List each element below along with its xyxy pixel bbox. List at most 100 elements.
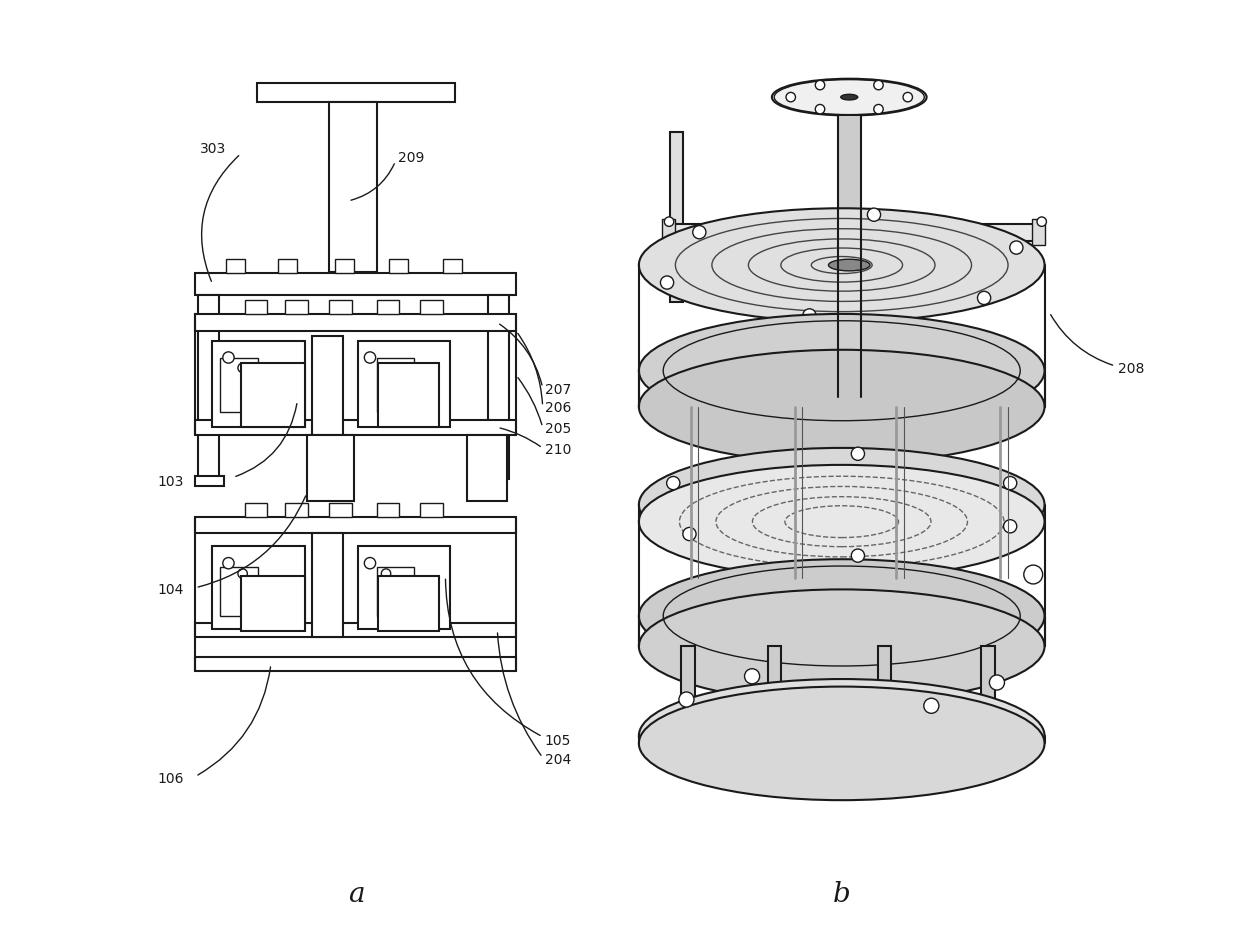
Text: 303: 303 [200, 142, 227, 156]
Bar [443, 259, 461, 272]
Ellipse shape [639, 589, 1044, 703]
Circle shape [924, 698, 939, 714]
Bar [878, 646, 890, 735]
Bar [981, 646, 994, 735]
Circle shape [990, 675, 1004, 690]
Circle shape [1003, 476, 1017, 490]
Bar [196, 476, 223, 486]
Text: 209: 209 [398, 152, 424, 165]
Text: 210: 210 [544, 443, 570, 457]
Bar [285, 300, 308, 314]
Text: a: a [347, 881, 365, 908]
Text: 204: 204 [544, 754, 570, 768]
Bar [681, 646, 694, 735]
Bar [838, 116, 861, 397]
Ellipse shape [639, 208, 1044, 322]
Text: 205: 205 [544, 422, 570, 437]
Circle shape [238, 568, 247, 578]
Bar [389, 259, 408, 272]
Ellipse shape [639, 559, 1044, 673]
Bar [285, 503, 308, 517]
Text: 103: 103 [157, 475, 184, 489]
Circle shape [382, 363, 391, 373]
Circle shape [665, 217, 673, 227]
Circle shape [1037, 217, 1047, 227]
Bar [487, 295, 508, 479]
Bar [198, 295, 219, 479]
Bar [244, 300, 267, 314]
Bar [357, 341, 450, 427]
Bar [196, 419, 516, 435]
Bar [420, 503, 443, 517]
Bar [196, 314, 516, 331]
Text: 207: 207 [544, 382, 570, 397]
Ellipse shape [639, 686, 1044, 800]
Bar [377, 358, 414, 412]
Bar [219, 358, 258, 412]
Circle shape [852, 549, 864, 562]
Circle shape [874, 104, 883, 114]
Ellipse shape [841, 94, 858, 100]
Bar [378, 576, 439, 631]
Bar [196, 623, 516, 637]
Bar [226, 259, 244, 272]
Circle shape [874, 81, 883, 90]
Bar [196, 517, 516, 533]
Bar [279, 259, 298, 272]
Circle shape [365, 352, 376, 363]
Bar [377, 300, 399, 314]
Bar [212, 341, 305, 427]
Text: 104: 104 [157, 583, 184, 597]
Circle shape [815, 81, 825, 90]
Ellipse shape [771, 79, 926, 116]
Bar [330, 102, 377, 271]
Circle shape [382, 568, 391, 578]
Circle shape [238, 363, 247, 373]
Bar [377, 503, 399, 517]
Circle shape [977, 291, 991, 305]
Bar [241, 576, 305, 631]
Bar [662, 219, 675, 245]
Bar [420, 300, 443, 314]
Ellipse shape [838, 394, 861, 400]
Bar [219, 567, 258, 616]
Ellipse shape [639, 679, 1044, 792]
Text: 105: 105 [544, 734, 570, 748]
Circle shape [661, 276, 673, 289]
Ellipse shape [639, 350, 1044, 463]
Circle shape [802, 308, 816, 322]
Bar [212, 547, 305, 629]
Circle shape [365, 557, 376, 568]
Circle shape [680, 692, 694, 707]
Bar [330, 503, 352, 517]
Bar [670, 132, 683, 302]
Bar [196, 657, 516, 671]
Bar [330, 300, 352, 314]
Circle shape [693, 226, 706, 239]
Bar [467, 435, 507, 501]
Text: 208: 208 [1118, 362, 1145, 376]
Circle shape [815, 104, 825, 114]
Bar [335, 259, 353, 272]
Bar [672, 224, 1035, 240]
Bar [1032, 219, 1044, 245]
Circle shape [223, 352, 234, 363]
Circle shape [1003, 520, 1017, 533]
Bar [357, 547, 450, 629]
Bar [306, 435, 353, 501]
Circle shape [852, 447, 864, 460]
Bar [378, 363, 439, 427]
Circle shape [1009, 241, 1023, 254]
Bar [312, 533, 342, 637]
Circle shape [744, 669, 760, 684]
Circle shape [1024, 565, 1043, 584]
Bar [768, 646, 781, 735]
Circle shape [903, 92, 913, 102]
Ellipse shape [828, 259, 870, 270]
Text: b: b [833, 881, 851, 908]
Ellipse shape [639, 314, 1044, 427]
Text: 206: 206 [544, 401, 570, 416]
Circle shape [683, 528, 696, 541]
Text: 106: 106 [157, 772, 184, 786]
Bar [312, 336, 342, 435]
